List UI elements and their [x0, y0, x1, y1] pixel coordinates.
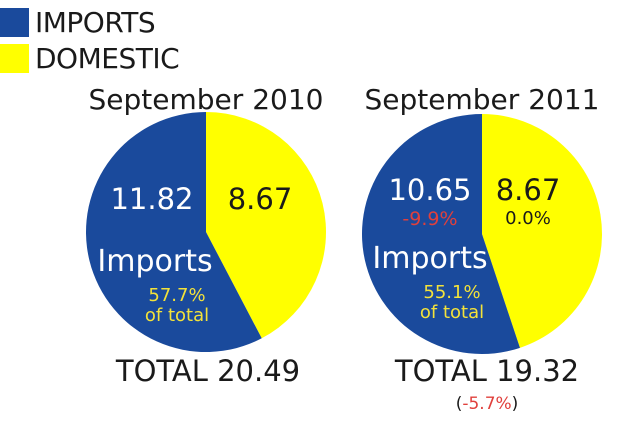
pie-slice-domestic: [206, 112, 327, 339]
imports-value-2010: 11.82: [110, 182, 194, 216]
imports-word-2010: Imports: [97, 244, 213, 279]
domestic-value-2010: 8.67: [227, 182, 293, 216]
pie-slice-imports: [361, 114, 520, 354]
pie-chart-september-2011: [361, 114, 602, 354]
legend-item-imports: IMPORTS: [0, 6, 156, 39]
total-2011: TOTAL 19.32: [394, 354, 580, 388]
legend-swatch-imports: [0, 8, 29, 37]
imports-share-2010: 57.7%: [148, 285, 206, 306]
legend-item-domestic: DOMESTIC: [0, 42, 180, 75]
total-2010: TOTAL 20.49: [115, 354, 301, 388]
domestic-change-2011: 0.0%: [505, 208, 551, 229]
imports-value-2011: 10.65: [388, 173, 472, 207]
total-change-value: -5.7%: [462, 394, 512, 414]
pie-slice-imports: [86, 112, 262, 352]
total-change-close: ): [511, 394, 519, 414]
imports-share-suffix-2010: of total: [144, 305, 210, 326]
pie-title-2010: September 2010: [88, 83, 324, 116]
pie-title-2011: September 2011: [364, 83, 600, 116]
imports-share-2011: 55.1%: [423, 282, 481, 303]
imports-word-2011: Imports: [372, 241, 488, 276]
legend-swatch-domestic: [0, 44, 29, 73]
pie-slice-domestic: [482, 114, 602, 348]
legend-label-imports: IMPORTS: [35, 6, 156, 39]
domestic-value-2011: 8.67: [495, 173, 561, 207]
pie-chart-september-2010: [86, 112, 327, 352]
total-change-open: (: [455, 394, 463, 414]
imports-change-2011: -9.9%: [402, 208, 458, 230]
legend-label-domestic: DOMESTIC: [35, 42, 180, 75]
imports-share-suffix-2011: of total: [419, 302, 485, 323]
total-change-2011: (-5.7%): [456, 396, 519, 413]
